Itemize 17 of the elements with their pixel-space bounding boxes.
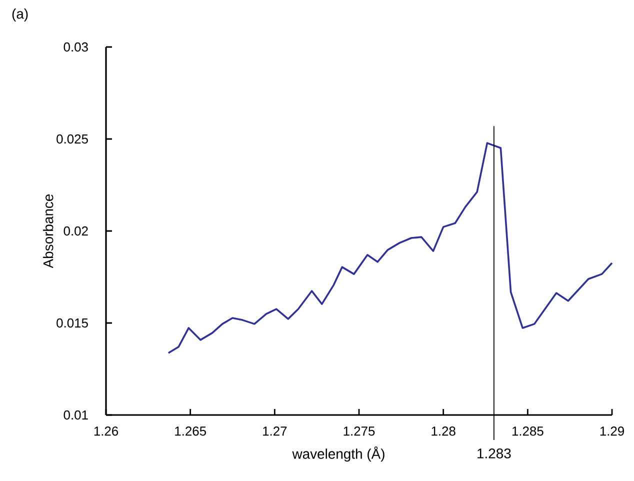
y-axis-title: Absorbance [42, 194, 54, 268]
x-tick-label: 1.27 [263, 426, 287, 436]
ref-line-label: 1.283 [478, 448, 511, 458]
line-series [168, 142, 613, 354]
x-axis-title: wavelength (Å) [292, 446, 384, 462]
x-tick-label: 1.29 [600, 426, 624, 436]
y-tick-label: 0.01 [64, 410, 88, 420]
y-tick-label: 0.03 [64, 42, 88, 52]
y-tick-label: 0.02 [64, 226, 88, 236]
x-tick-label: 1.265 [175, 426, 206, 436]
y-tick-label: 0.015 [56, 318, 88, 328]
chart-title: (a) [12, 8, 28, 22]
x-tick-label: 1.275 [344, 426, 375, 436]
x-tick-label: 1.285 [512, 426, 544, 436]
x-tick-label: 1.26 [94, 426, 118, 436]
x-tick-label: 1.28 [432, 426, 456, 436]
y-tick-label: 0.025 [56, 134, 88, 144]
